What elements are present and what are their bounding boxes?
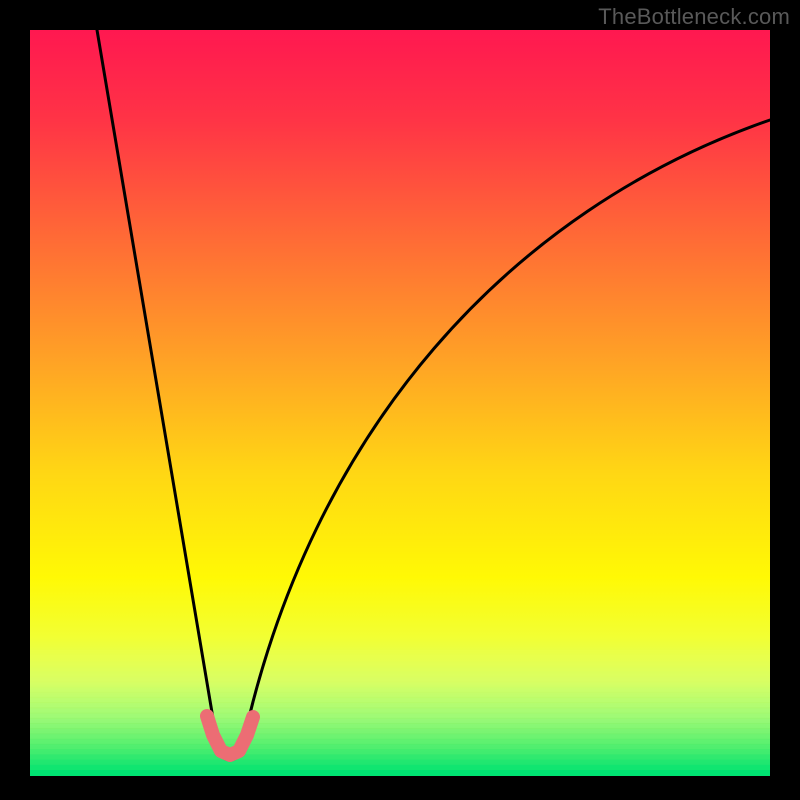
green-band [30,650,770,776]
watermark-text: TheBottleneck.com [598,4,790,30]
chart-svg [0,0,800,800]
chart-container: TheBottleneck.com [0,0,800,800]
